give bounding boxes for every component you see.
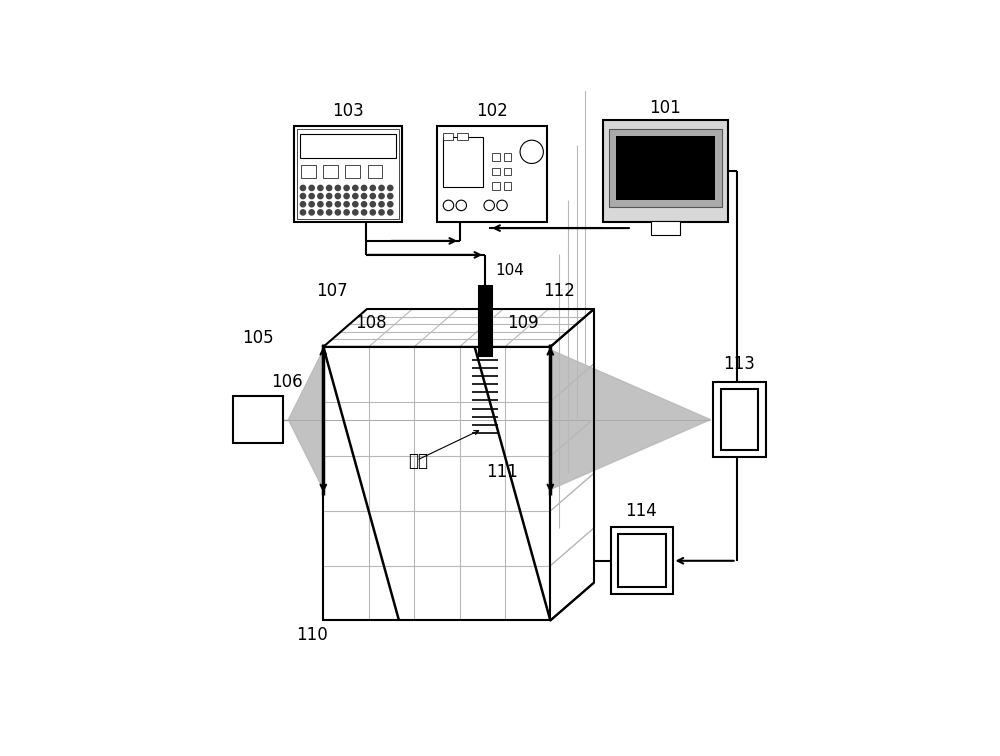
Text: 106: 106 [271,373,303,391]
Circle shape [318,209,323,215]
Bar [479,286,492,355]
Circle shape [327,185,332,191]
Circle shape [388,194,393,199]
Circle shape [309,185,314,191]
Circle shape [353,209,358,215]
Bar [609,129,722,207]
Text: 102: 102 [476,102,508,120]
Text: 101: 101 [649,99,681,117]
Bar [492,182,500,190]
Circle shape [379,209,384,215]
Bar [504,182,511,190]
Bar [443,133,453,140]
Bar [300,135,396,158]
Circle shape [379,202,384,207]
Circle shape [309,202,314,207]
Text: 104: 104 [495,263,524,278]
Circle shape [379,194,384,199]
Bar [368,166,382,178]
Circle shape [379,185,384,191]
Circle shape [318,194,323,199]
Circle shape [361,209,367,215]
Circle shape [300,202,306,207]
Bar [651,221,680,234]
Circle shape [388,185,393,191]
Text: 103: 103 [332,102,364,120]
Circle shape [361,194,367,199]
Circle shape [353,202,358,207]
Bar [611,528,673,594]
Circle shape [344,185,349,191]
Bar [504,153,511,160]
Circle shape [309,209,314,215]
Bar [713,382,766,457]
Circle shape [327,209,332,215]
Circle shape [344,209,349,215]
Text: 声场: 声场 [408,451,428,469]
Circle shape [300,185,306,191]
Bar [492,153,500,160]
Circle shape [300,209,306,215]
Polygon shape [550,350,710,489]
Text: 112: 112 [543,282,575,300]
Circle shape [344,202,349,207]
Circle shape [335,202,340,207]
Text: 113: 113 [724,355,755,373]
Bar [603,120,728,222]
Bar [721,389,758,450]
Circle shape [353,194,358,199]
Circle shape [370,194,375,199]
Circle shape [370,202,375,207]
Circle shape [318,202,323,207]
Circle shape [335,185,340,191]
Text: 108: 108 [355,314,387,333]
Text: 111: 111 [486,463,518,481]
Circle shape [300,194,306,199]
Circle shape [388,202,393,207]
Bar [345,166,360,178]
Bar [301,166,316,178]
Bar [233,396,283,443]
Circle shape [344,194,349,199]
Circle shape [361,185,367,191]
Bar [618,534,666,587]
Polygon shape [288,350,323,489]
Circle shape [327,202,332,207]
Text: 114: 114 [625,502,656,520]
Circle shape [388,209,393,215]
Text: 105: 105 [242,329,273,347]
Text: 107: 107 [316,282,348,300]
Circle shape [309,194,314,199]
Bar [504,168,511,175]
Bar [297,129,399,218]
Text: 109: 109 [507,314,538,333]
Bar [492,168,500,175]
Circle shape [353,185,358,191]
Bar [323,347,550,621]
Circle shape [361,202,367,207]
Bar [294,125,402,222]
Bar [616,135,715,200]
Circle shape [370,185,375,191]
Circle shape [335,194,340,199]
Bar [457,133,468,140]
Circle shape [327,194,332,199]
Bar [443,138,483,187]
Bar [323,166,338,178]
Circle shape [335,209,340,215]
Bar [437,125,547,222]
Text: 110: 110 [296,626,328,644]
Circle shape [318,185,323,191]
Circle shape [370,209,375,215]
